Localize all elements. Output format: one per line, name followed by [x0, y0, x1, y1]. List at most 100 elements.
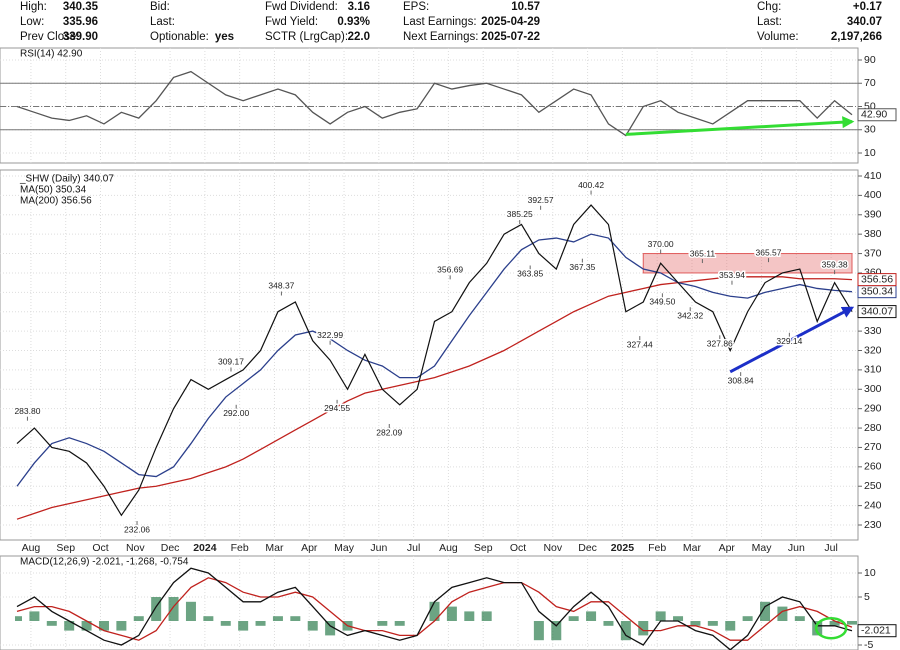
header-value: 2025-07-22	[481, 31, 540, 43]
header-label: Next Earnings:	[403, 31, 478, 43]
header-value: 10.57	[511, 1, 540, 13]
annotation-label: 308.84	[728, 375, 754, 385]
series-line	[16, 233, 853, 487]
x-tick-label: Nov	[543, 542, 562, 554]
y-tick-label: 70	[864, 77, 876, 89]
series-line	[16, 70, 853, 137]
histogram-bar	[272, 616, 283, 621]
legend-entry: MACD(12,26,9) -2.021, -1.268, -0.754	[20, 557, 189, 568]
histogram-bar	[777, 606, 788, 621]
histogram-bar	[429, 601, 440, 621]
x-tick-label: Feb	[231, 542, 249, 554]
current-value-box	[857, 108, 897, 122]
x-tick-label: Aug	[439, 542, 458, 554]
annotation-label: 348.37	[268, 281, 294, 291]
annotation-label: 342.32	[677, 310, 703, 320]
x-tick-label: May	[752, 542, 773, 554]
header-label: EPS:	[403, 1, 429, 13]
legend-entry: _SHW (Daily) 340.07	[19, 174, 114, 185]
histogram-bar	[203, 616, 214, 621]
x-tick-label: Mar	[265, 542, 284, 554]
histogram-bar	[64, 621, 75, 631]
x-tick-label: Sep	[474, 542, 493, 554]
histogram-bar	[46, 621, 57, 626]
header-value: yes	[215, 31, 234, 43]
histogram-bar	[151, 597, 162, 621]
series-line	[16, 276, 853, 520]
header-label: Low:	[20, 16, 44, 28]
header-label: Fwd Dividend:	[265, 1, 338, 13]
y-tick-label: 280	[864, 422, 882, 434]
panel-frame	[0, 555, 859, 650]
histogram-bar	[655, 611, 666, 621]
histogram-bar	[220, 621, 231, 626]
annotation-label: 294.55	[324, 403, 350, 413]
header-label: Prev Close:	[20, 31, 79, 43]
x-tick-label: Jun	[370, 542, 387, 554]
header-label: Chg:	[757, 1, 781, 13]
histogram-bar	[238, 621, 249, 631]
current-value-box	[857, 273, 897, 287]
annotation-label: 365.11	[690, 248, 716, 258]
histogram-bar	[707, 621, 718, 626]
y-tick-label: 320	[864, 344, 882, 356]
annotation-label: 363.85	[517, 269, 543, 279]
header-label: Volume:	[757, 31, 799, 43]
y-tick-label: 5	[864, 591, 870, 603]
header-value: +0.17	[853, 1, 882, 13]
y-tick-label: 90	[864, 54, 876, 66]
x-tick-label: 2024	[193, 542, 217, 554]
y-tick-label: 250	[864, 480, 882, 492]
annotation-label: 400.42	[578, 180, 604, 190]
histogram-bar	[742, 616, 753, 621]
y-tick-label: 50	[864, 100, 876, 112]
x-tick-label: Apr	[719, 542, 736, 554]
histogram-bar	[133, 616, 144, 621]
y-tick-label: 380	[864, 228, 882, 240]
histogram-bar	[377, 621, 388, 626]
y-tick-label: -5	[864, 639, 873, 650]
histogram-bar	[690, 621, 701, 626]
annotation-label: 392.57	[528, 195, 554, 205]
current-value-label: 42.90	[861, 109, 887, 121]
y-tick-label: 260	[864, 461, 882, 473]
histogram-bar	[568, 616, 579, 621]
header-value: 0.93%	[337, 16, 370, 28]
annotation-label: 283.80	[14, 406, 40, 416]
histogram-bar	[446, 606, 457, 621]
histogram-bar	[255, 621, 266, 626]
header-label: High:	[20, 1, 47, 13]
histogram-bar	[551, 621, 562, 641]
histogram-bar	[325, 621, 336, 636]
histogram-bar	[185, 601, 196, 621]
legend-entry: MA(200) 356.56	[20, 196, 92, 207]
header-label: Last:	[757, 16, 782, 28]
y-tick-label: 370	[864, 247, 882, 259]
y-tick-label: 10	[864, 147, 876, 159]
histogram-bar	[586, 611, 597, 621]
header-label: SCTR (LrgCap):	[265, 31, 348, 43]
y-tick-label: 230	[864, 519, 882, 531]
x-tick-label: Feb	[648, 542, 666, 554]
header-value: 3.16	[348, 1, 370, 13]
header-label: Optionable:	[150, 31, 209, 43]
histogram-bar	[620, 621, 631, 641]
histogram-bar	[98, 621, 109, 631]
trendline	[729, 306, 855, 374]
x-tick-label: 2025	[611, 542, 635, 554]
histogram-bar	[307, 621, 318, 631]
x-tick-label: Sep	[56, 542, 75, 554]
histogram-bar	[829, 621, 840, 626]
histogram-bar	[794, 616, 805, 621]
header-value: 339.90	[63, 31, 98, 43]
y-tick-label: 390	[864, 209, 882, 221]
histogram-bar	[725, 621, 736, 631]
legend-entry: RSI(14) 42.90	[20, 49, 83, 60]
y-tick-label: 270	[864, 441, 882, 453]
x-tick-label: Jul	[824, 542, 837, 554]
annotation-label: 292.00	[223, 408, 249, 418]
header-label: Last:	[150, 16, 175, 28]
histogram-bar	[481, 611, 492, 621]
annotation-label: 282.09	[376, 427, 402, 437]
